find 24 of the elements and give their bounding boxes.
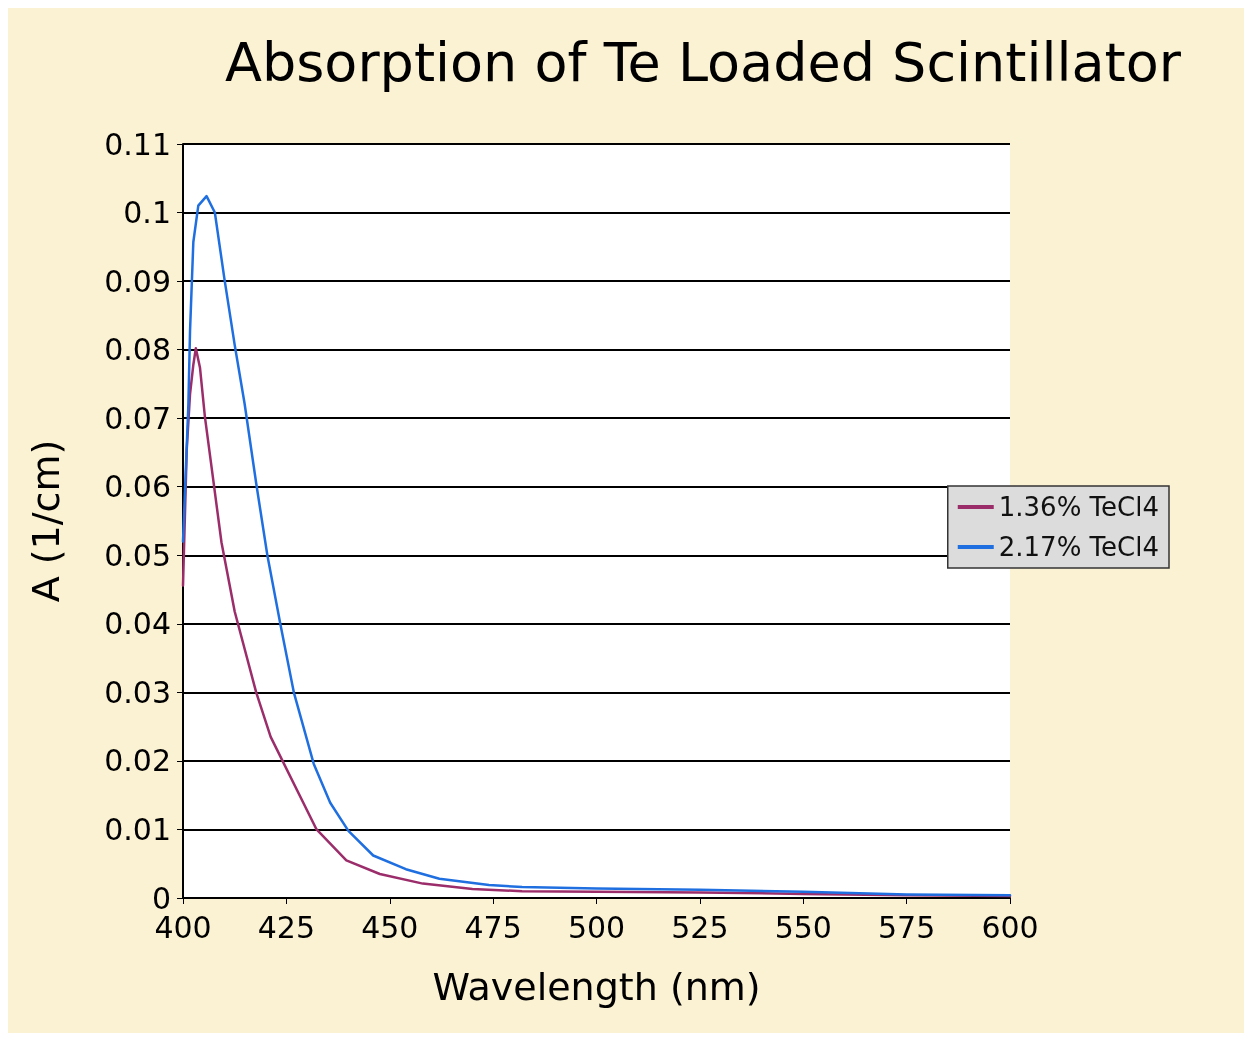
y-tick-label: 0.02 [104,743,171,779]
y-tick-label: 0.08 [104,332,171,368]
x-tick-label: 475 [464,909,522,945]
legend-label: 1.36% TeCl4 [998,492,1160,522]
x-tick-label: 425 [257,909,316,945]
y-tick-label: 0.07 [104,400,171,436]
y-tick-label: 0.1 [123,195,171,231]
y-tick-label: 0.09 [104,263,171,299]
x-tick-label: 525 [671,909,729,945]
y-tick-label: 0.01 [104,811,171,847]
y-tick-label: 0.06 [104,469,171,505]
y-tick-label: 0.05 [104,537,171,573]
y-tick-label: 0.04 [104,606,171,642]
x-tick-label: 450 [361,909,419,945]
y-axis-title: A (1/cm) [24,439,68,603]
x-tick-label: 600 [981,909,1039,945]
x-tick-label: 575 [877,909,936,945]
legend-label: 2.17% TeCl4 [998,532,1160,562]
x-tick-label: 550 [774,909,832,945]
y-tick-label: 0.11 [104,126,171,162]
x-tick-label: 500 [567,909,626,945]
chart-title: Absorption of Te Loaded Scintillator [225,30,1182,94]
y-tick-label: 0.03 [104,674,171,710]
x-axis-title: Wavelength (nm) [432,965,761,1009]
